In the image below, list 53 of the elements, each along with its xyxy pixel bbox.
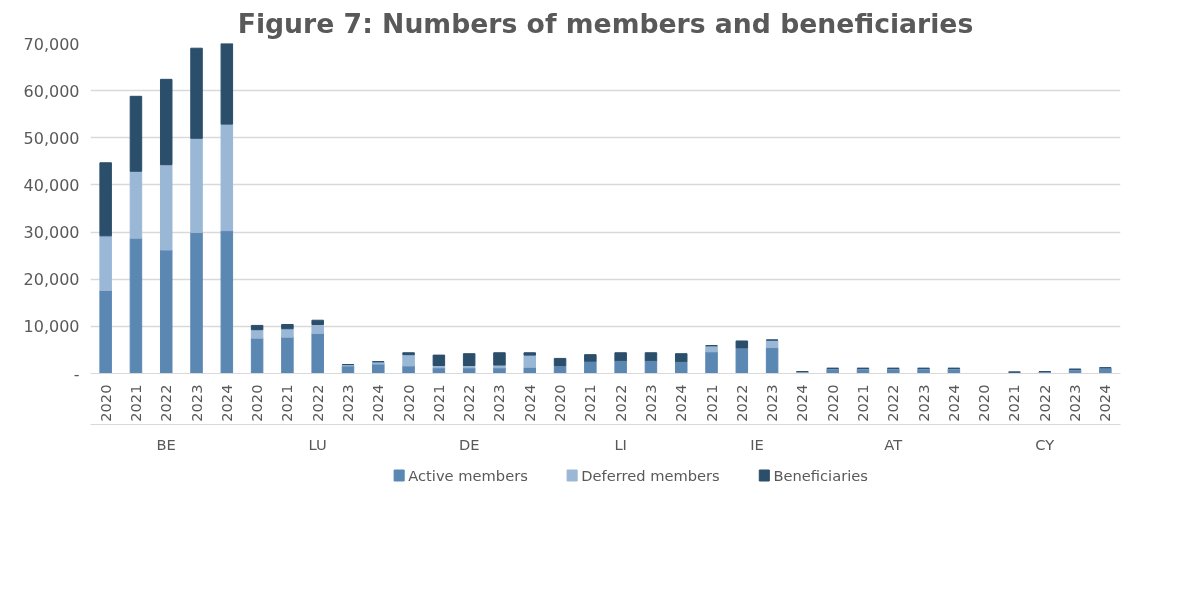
x-tick-label: 2022 [732,384,750,422]
x-tick-label: 2020 [551,384,569,422]
x-tick-label: 2020 [823,384,841,422]
x-tick-label: 2023 [763,384,781,422]
x-tick-label: 2021 [854,384,871,422]
x-tick-label: 2022 [884,384,902,422]
text: BE [156,435,176,453]
x-tick-label: 2024 [520,384,538,422]
x-tick-label: 2024 [944,384,962,422]
text: DE [458,435,480,453]
x-tick-label: 2023 [1066,384,1084,422]
x-tick-label: 2020 [248,384,266,422]
y-tick-label: 30,000 [23,223,80,243]
x-tick-label: 2022 [460,384,478,422]
x-tick-label: 2023 [339,384,356,422]
x-tick-label: 2020 [399,384,417,422]
text: CY [1035,435,1055,453]
x-tick-label: 2021 [429,384,447,422]
text: LI [614,435,627,453]
x-tick-label: 2021 [278,384,296,422]
legend-label: Deferred members [581,467,720,484]
x-tick-label: 2022 [1035,384,1053,422]
x-tick-label: 2022 [308,384,326,422]
text: AT [884,435,903,453]
text: LU [308,435,327,453]
legend-label: Active members [408,467,528,484]
x-tick-label: 2024 [369,384,387,422]
x-tick-label: 2020 [96,384,114,422]
x-tick-label: 2020 [975,384,993,422]
x-tick-label: 2023 [914,384,932,422]
y-tick-label: 40,000 [23,175,80,195]
x-tick-label: 2022 [611,384,629,422]
text: IE [750,435,764,453]
y-tick-label: 20,000 [23,270,80,290]
x-tick-label: 2023 [187,384,205,422]
x-tick-label: 2024 [672,384,690,422]
y-tick-label: 50,000 [23,128,80,148]
x-tick-label: 2024 [793,384,811,422]
legend-label: Beneficiaries [773,467,868,484]
x-tick-label: 2023 [641,384,659,422]
x-tick-label: 2024 [1096,384,1114,422]
x-tick-label: 2021 [581,384,599,422]
x-tick-label: 2021 [1005,384,1023,422]
y-tick-label: 60,000 [23,81,80,101]
chart-title: Figure 7: Numbers of members and beneficiaries [237,7,974,39]
x-tick-label: 2022 [157,384,175,422]
x-tick-label: 2024 [217,384,235,422]
y-tick-label: 10,000 [23,317,80,337]
x-tick-label: 2021 [126,384,144,422]
y-tick-label: 70,000 [23,34,80,54]
x-tick-label: 2023 [490,384,508,422]
y-tick-label: - [73,364,80,384]
x-tick-label: 2021 [702,384,720,422]
